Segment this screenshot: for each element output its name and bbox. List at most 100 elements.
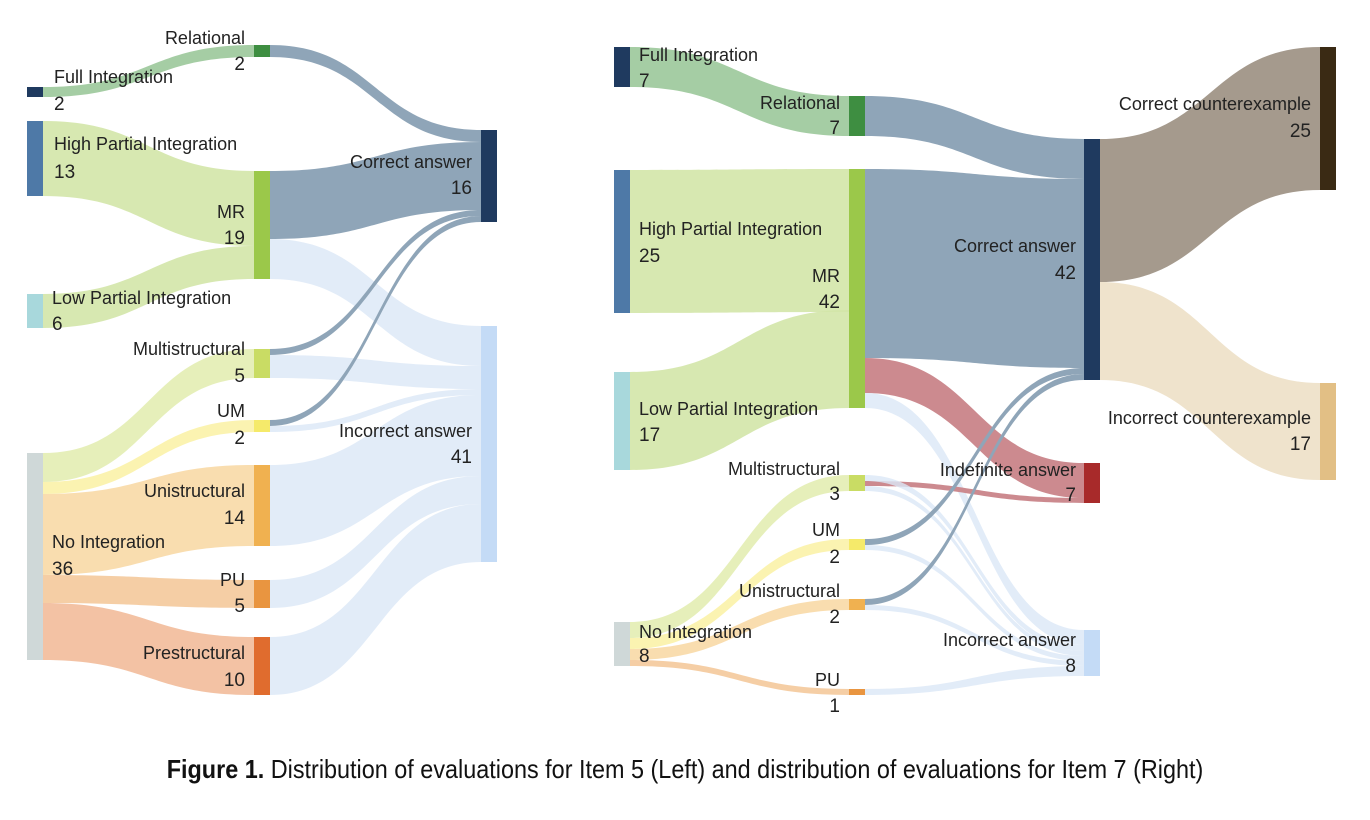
right-link-multi-to-incorrect	[865, 475, 1084, 651]
right-node-label-incorrect: Incorrect answer	[943, 630, 1076, 650]
left-node-correct: Correct answer 16	[350, 130, 497, 222]
left-node-label-um: UM	[217, 401, 245, 421]
right-link-none-to-multi	[630, 475, 849, 638]
right-link-mr-to-correct	[865, 169, 1084, 368]
right-link-mr-to-incorrect	[865, 393, 1084, 645]
right-node-full: Full Integration 7	[614, 45, 758, 92]
left-node-value-pu: 5	[234, 596, 245, 617]
left-node-label-correct: Correct answer	[350, 152, 472, 172]
left-node-pre: Prestructural 10	[143, 637, 270, 695]
left-link-low-to-mr	[43, 246, 254, 328]
right-link-uni-to-incorrect	[865, 605, 1084, 666]
left-node-label-low: Low Partial Integration	[52, 288, 231, 308]
right-node-label-mr: MR	[812, 266, 840, 286]
left-link-pre-to-incorrect	[270, 504, 481, 695]
left-node-bar-none	[27, 453, 43, 660]
left-node-um: UM 2	[217, 401, 270, 449]
left-node-value-um: 2	[234, 428, 245, 449]
caption-text: Distribution of evaluations for Item 5 (…	[264, 754, 1204, 784]
right-node-bar-cce	[1320, 47, 1336, 190]
left-node-bar-full	[27, 87, 43, 97]
right-node-label-multi: Multistructural	[728, 459, 840, 479]
left-node-value-none: 36	[52, 559, 73, 580]
right-node-correct: Correct answer 42	[954, 139, 1100, 380]
right-node-um: UM 2	[812, 520, 865, 568]
right-link-mr-to-indef	[865, 358, 1084, 498]
left-node-bar-multi	[254, 349, 270, 378]
right-node-label-uni: Unistructural	[739, 581, 840, 601]
left-link-full-to-relational	[43, 45, 254, 97]
left-node-label-uni: Unistructural	[144, 481, 245, 501]
right-node-bar-mr	[849, 169, 865, 408]
right-node-value-full: 7	[639, 71, 650, 92]
right-node-value-relational: 7	[829, 118, 840, 139]
right-link-um-to-correct	[865, 368, 1084, 545]
left-node-label-multi: Multistructural	[133, 339, 245, 359]
left-node-value-uni: 14	[224, 508, 246, 529]
right-node-cce: Correct counterexample 25	[1119, 47, 1336, 190]
right-node-high: High Partial Integration 25	[614, 170, 822, 313]
right-node-bar-ice	[1320, 383, 1336, 480]
left-sankey-nodes: Full Integration 2 High Partial Integratio…	[27, 28, 497, 695]
left-node-low: Low Partial Integration 6	[27, 288, 231, 335]
right-node-label-low: Low Partial Integration	[639, 399, 818, 419]
left-node-value-high: 13	[54, 162, 75, 183]
left-node-bar-pre	[254, 637, 270, 695]
right-node-value-high: 25	[639, 246, 660, 267]
left-node-full: Full Integration 2	[27, 67, 173, 115]
right-link-full-to-relational	[630, 47, 849, 136]
right-node-uni: Unistructural 2	[739, 581, 865, 628]
left-link-mr-to-incorrect	[270, 239, 481, 366]
right-node-label-none: No Integration	[639, 622, 752, 642]
left-link-none-to-multi	[43, 349, 254, 482]
left-link-uni-to-incorrect	[270, 395, 481, 546]
left-node-multi: Multistructural 5	[133, 339, 270, 387]
left-node-value-full: 2	[54, 94, 65, 115]
right-node-value-ice: 17	[1290, 434, 1311, 455]
right-node-value-uni: 2	[829, 607, 840, 628]
left-node-bar-correct	[481, 130, 497, 222]
right-link-relational-to-correct	[865, 96, 1084, 179]
right-node-label-ice: Incorrect counterexample	[1108, 408, 1311, 428]
left-node-relational: Relational 2	[165, 28, 270, 75]
left-node-bar-high	[27, 121, 43, 196]
right-node-value-pu: 1	[829, 696, 840, 717]
left-node-value-pre: 10	[224, 670, 245, 691]
left-node-label-mr: MR	[217, 202, 245, 222]
right-link-low-to-mr	[630, 310, 849, 470]
right-node-bar-incorrect	[1084, 630, 1100, 676]
right-link-uni-to-correct	[865, 374, 1084, 605]
right-node-ice: Incorrect counterexample 17	[1108, 383, 1336, 480]
left-link-pu-to-incorrect	[270, 476, 481, 608]
left-node-incorrect: Incorrect answer 41	[339, 326, 497, 562]
left-node-value-mr: 19	[224, 228, 245, 249]
left-node-label-pu: PU	[220, 570, 245, 590]
left-node-value-multi: 5	[234, 366, 245, 387]
right-node-label-high: High Partial Integration	[639, 219, 822, 239]
left-link-mr-to-correct	[270, 142, 481, 239]
left-node-value-incorrect: 41	[451, 447, 472, 468]
right-node-bar-low	[614, 372, 630, 470]
right-node-value-low: 17	[639, 425, 660, 446]
left-node-bar-relational	[254, 45, 270, 57]
right-node-value-correct: 42	[1055, 263, 1076, 284]
left-node-bar-mr	[254, 171, 270, 279]
left-link-high-to-mr	[43, 121, 254, 246]
right-node-pu: PU 1	[815, 670, 865, 717]
left-node-label-none: No Integration	[52, 532, 165, 552]
right-link-correct-to-cce	[1100, 47, 1320, 282]
right-node-bar-pu	[849, 689, 865, 695]
left-node-bar-um	[254, 420, 270, 432]
left-link-um-to-incorrect	[270, 389, 481, 432]
right-node-label-pu: PU	[815, 670, 840, 690]
right-link-none-to-pu	[630, 660, 849, 695]
left-node-pu: PU 5	[220, 570, 270, 617]
caption-prefix: Figure 1.	[166, 754, 265, 784]
right-node-value-incorrect: 8	[1065, 656, 1076, 677]
left-link-none-to-pre	[43, 603, 254, 695]
left-node-mr: MR 19	[217, 171, 270, 279]
right-node-bar-high	[614, 170, 630, 313]
left-node-bar-low	[27, 294, 43, 328]
right-link-correct-to-ice	[1100, 282, 1320, 480]
right-link-high-to-mr	[630, 169, 849, 313]
